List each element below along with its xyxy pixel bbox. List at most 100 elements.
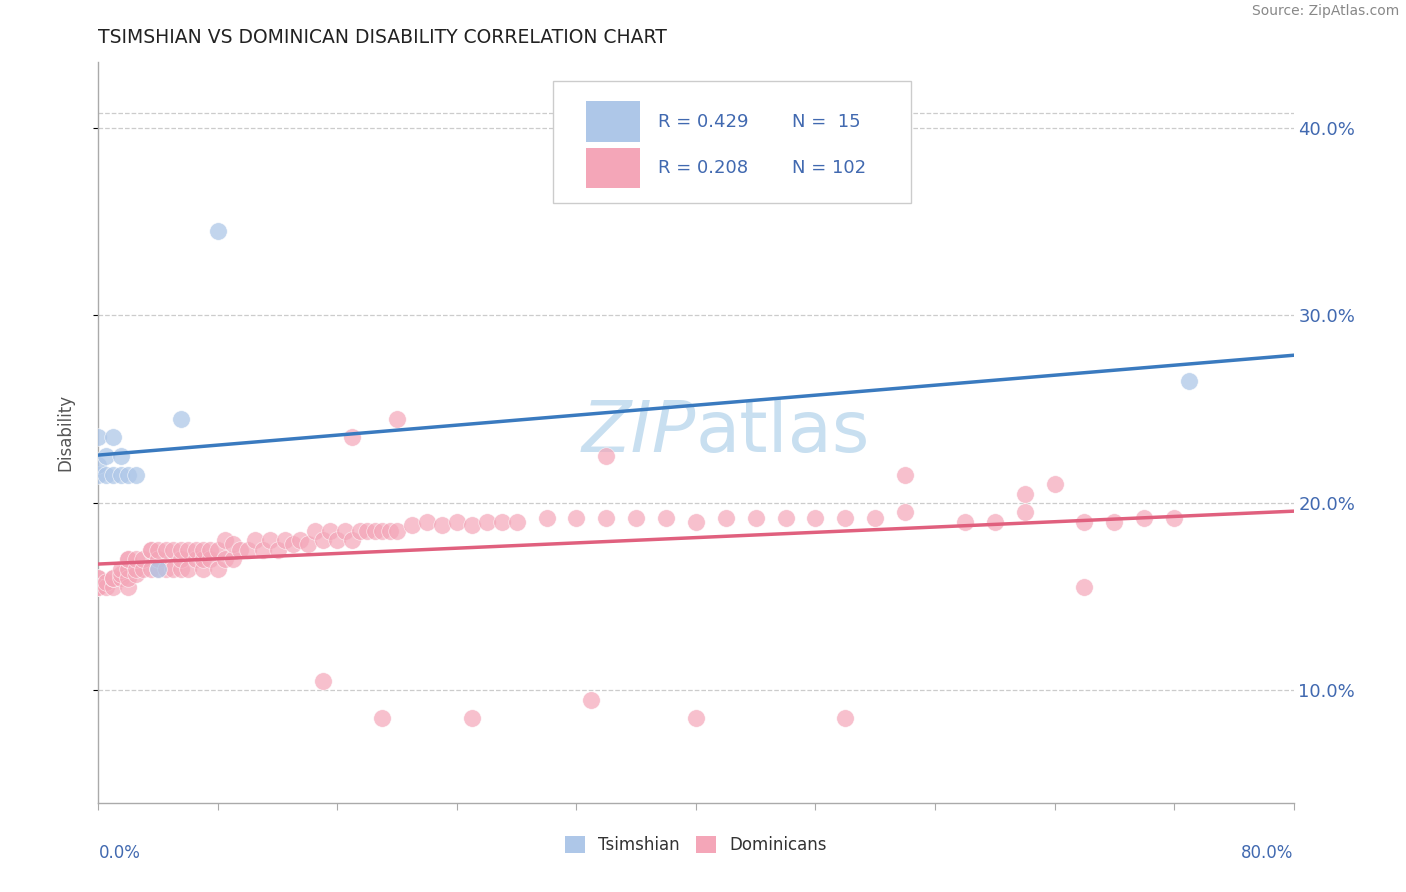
Point bbox=[267, 542, 290, 557]
Text: 0.0%: 0.0% bbox=[98, 845, 141, 863]
Point bbox=[87, 580, 110, 594]
Point bbox=[87, 580, 110, 594]
Point bbox=[745, 511, 768, 525]
Point bbox=[214, 533, 236, 548]
Point bbox=[378, 524, 401, 538]
Point bbox=[461, 711, 484, 725]
FancyBboxPatch shape bbox=[553, 81, 911, 203]
Point bbox=[333, 524, 356, 538]
Point bbox=[117, 552, 139, 566]
Point bbox=[155, 561, 177, 575]
Point bbox=[371, 711, 394, 725]
Point bbox=[461, 518, 484, 533]
Text: N =  15: N = 15 bbox=[792, 112, 860, 130]
Point bbox=[416, 515, 439, 529]
Point bbox=[125, 561, 148, 575]
Text: 80.0%: 80.0% bbox=[1241, 845, 1294, 863]
Point bbox=[1104, 515, 1126, 529]
Point bbox=[401, 518, 423, 533]
Legend: Tsimshian, Dominicans: Tsimshian, Dominicans bbox=[558, 830, 834, 861]
Point bbox=[117, 561, 139, 575]
Text: R = 0.429: R = 0.429 bbox=[658, 112, 748, 130]
Point bbox=[125, 552, 148, 566]
Point bbox=[626, 511, 648, 525]
Point bbox=[148, 542, 170, 557]
Point bbox=[110, 567, 132, 582]
Point bbox=[117, 552, 139, 566]
Point bbox=[184, 542, 207, 557]
Point bbox=[200, 552, 222, 566]
Text: N = 102: N = 102 bbox=[792, 160, 866, 178]
Point bbox=[1014, 505, 1036, 519]
Point bbox=[565, 511, 588, 525]
Point bbox=[252, 542, 274, 557]
Point bbox=[834, 511, 856, 525]
Point bbox=[87, 580, 110, 594]
Point bbox=[894, 467, 917, 482]
Point bbox=[356, 524, 378, 538]
Point bbox=[274, 533, 297, 548]
Point bbox=[191, 561, 214, 575]
Point bbox=[1133, 511, 1156, 525]
Point bbox=[110, 449, 132, 463]
Text: atlas: atlas bbox=[696, 398, 870, 467]
Y-axis label: Disability: Disability bbox=[56, 394, 75, 471]
Point bbox=[595, 449, 617, 463]
Point bbox=[103, 580, 125, 594]
Point bbox=[536, 511, 558, 525]
Point bbox=[385, 524, 409, 538]
Point bbox=[288, 533, 311, 548]
Point bbox=[207, 561, 229, 575]
Point bbox=[953, 515, 976, 529]
Point bbox=[222, 552, 245, 566]
Point bbox=[259, 533, 281, 548]
Point bbox=[94, 467, 117, 482]
Point bbox=[125, 567, 148, 582]
Point bbox=[207, 542, 229, 557]
Point bbox=[1073, 580, 1095, 594]
Point bbox=[865, 511, 887, 525]
Point bbox=[1163, 511, 1185, 525]
Point bbox=[191, 552, 214, 566]
Point bbox=[222, 537, 245, 551]
Point bbox=[364, 524, 387, 538]
Point bbox=[110, 571, 132, 585]
Text: ZIP: ZIP bbox=[582, 398, 696, 467]
Point bbox=[132, 552, 155, 566]
Point bbox=[595, 511, 617, 525]
Point bbox=[162, 561, 184, 575]
Point bbox=[834, 711, 856, 725]
FancyBboxPatch shape bbox=[586, 147, 640, 188]
Point bbox=[775, 511, 797, 525]
Point bbox=[297, 537, 319, 551]
Text: R = 0.208: R = 0.208 bbox=[658, 160, 748, 178]
Point bbox=[87, 430, 110, 444]
Point bbox=[125, 467, 148, 482]
Point bbox=[117, 467, 139, 482]
Point bbox=[169, 561, 191, 575]
Point bbox=[139, 542, 162, 557]
Point bbox=[430, 518, 453, 533]
Point bbox=[87, 458, 110, 473]
Point bbox=[475, 515, 498, 529]
Point bbox=[304, 524, 326, 538]
Point bbox=[281, 537, 304, 551]
Point bbox=[177, 561, 200, 575]
Point bbox=[1014, 486, 1036, 500]
FancyBboxPatch shape bbox=[586, 101, 640, 142]
Point bbox=[446, 515, 468, 529]
Point bbox=[207, 224, 229, 238]
Point bbox=[200, 542, 222, 557]
Point bbox=[581, 692, 603, 706]
Point bbox=[229, 542, 252, 557]
Text: Source: ZipAtlas.com: Source: ZipAtlas.com bbox=[1251, 4, 1399, 19]
Point bbox=[162, 542, 184, 557]
Point bbox=[385, 411, 409, 425]
Text: TSIMSHIAN VS DOMINICAN DISABILITY CORRELATION CHART: TSIMSHIAN VS DOMINICAN DISABILITY CORREL… bbox=[98, 28, 668, 47]
Point bbox=[191, 542, 214, 557]
Point bbox=[132, 561, 155, 575]
Point bbox=[169, 411, 191, 425]
Point bbox=[103, 571, 125, 585]
Point bbox=[1043, 477, 1066, 491]
Point bbox=[110, 561, 132, 575]
